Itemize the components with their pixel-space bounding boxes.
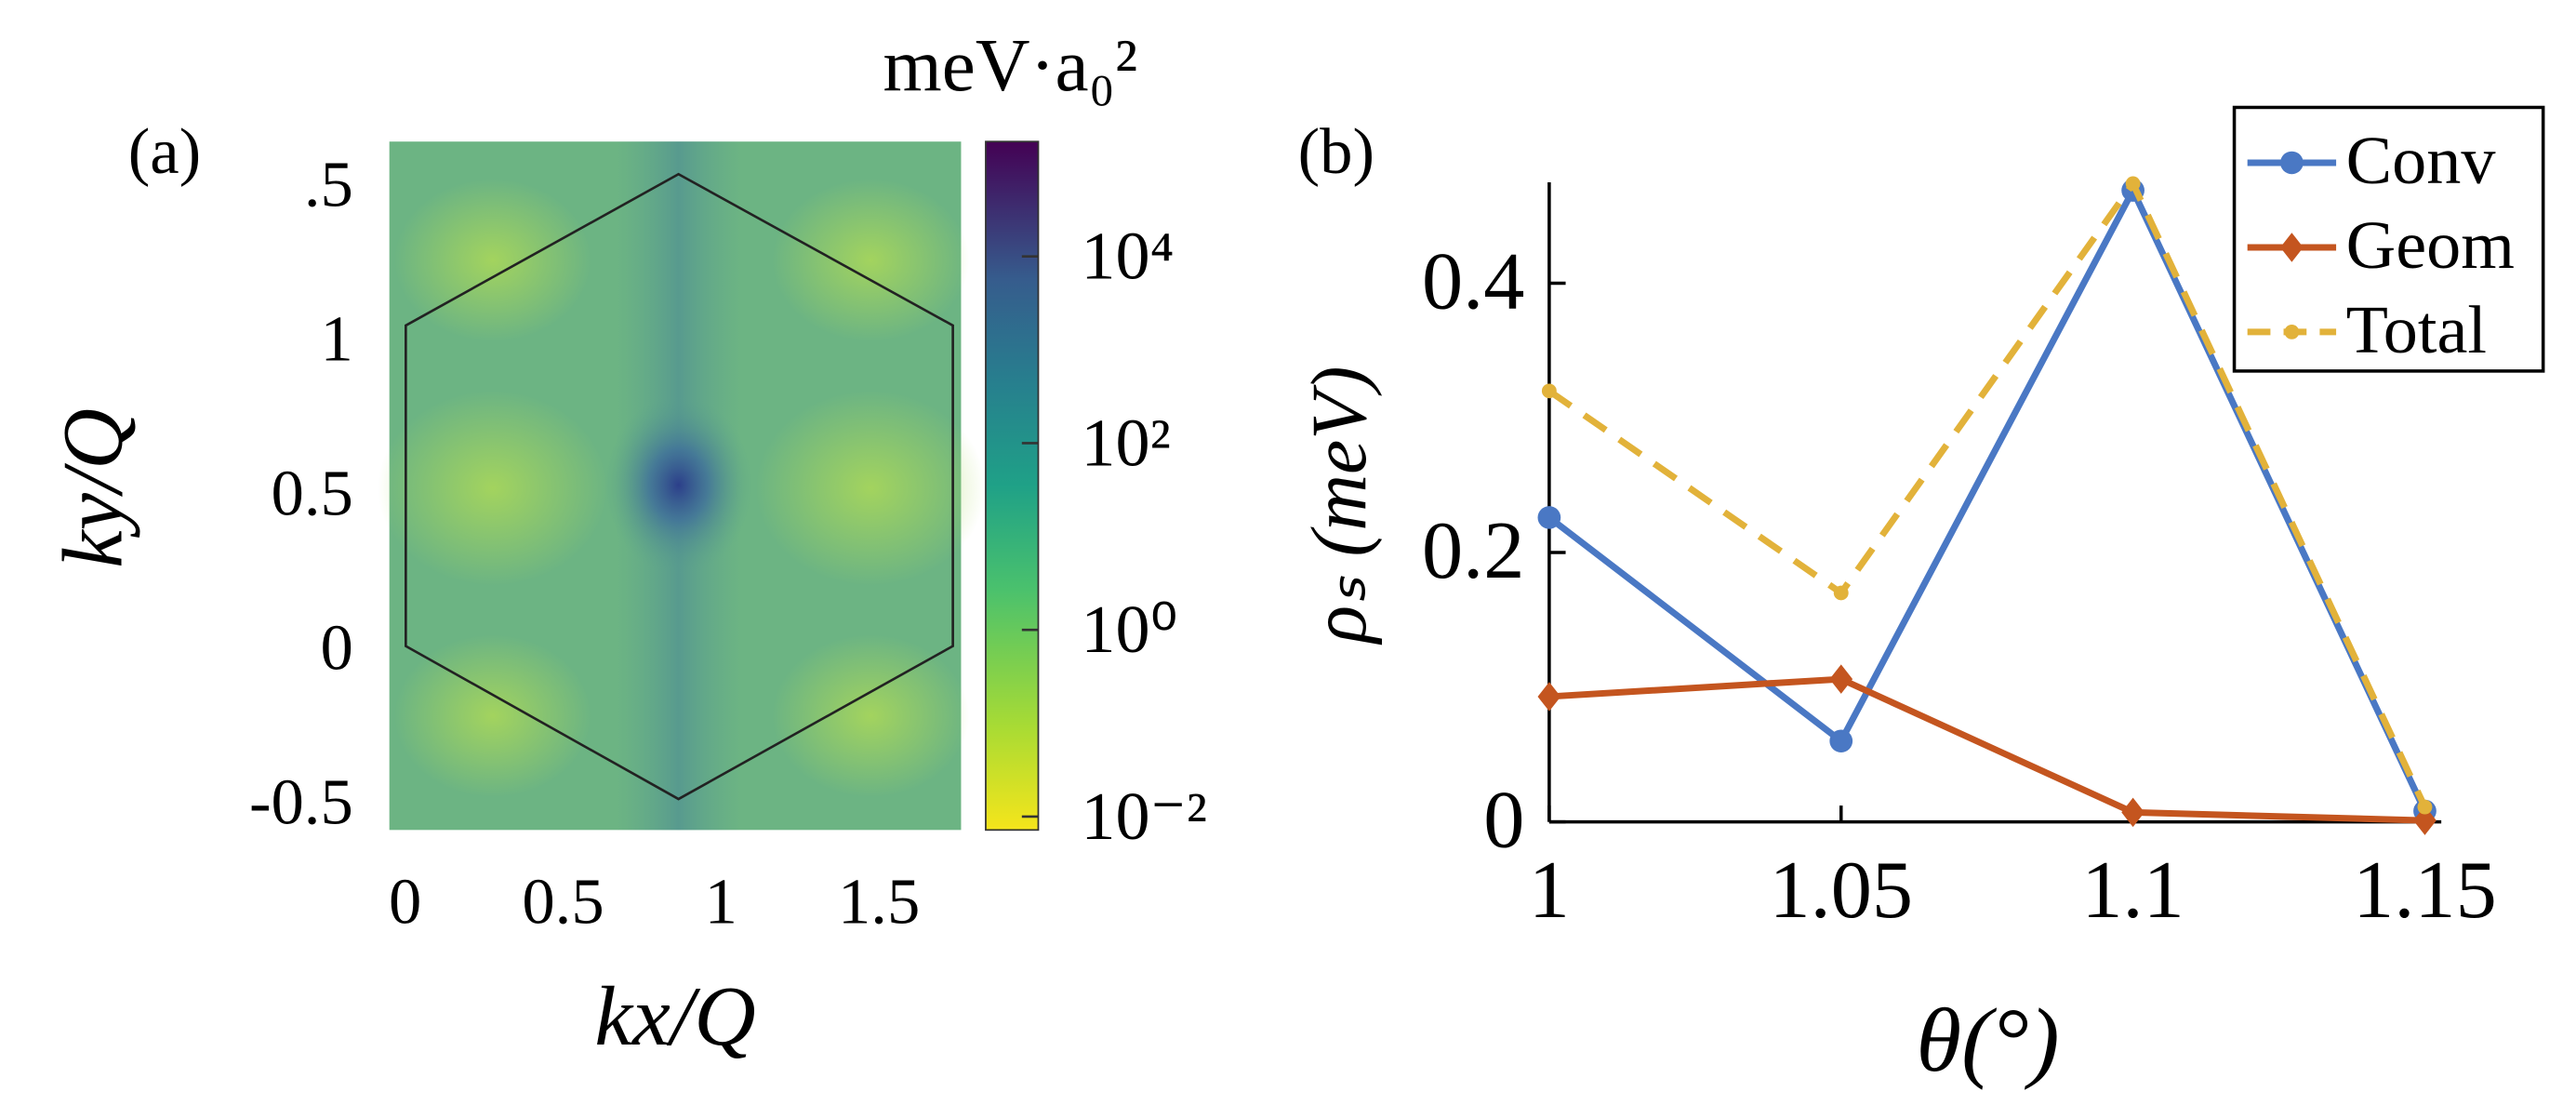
legend-label: Conv (2346, 122, 2496, 198)
colorbar-label: meV·a₀² (883, 25, 1138, 108)
data-point (1829, 729, 1853, 752)
y-axis-label: ky/Q (46, 408, 139, 568)
data-point (1541, 383, 1557, 399)
heatmap-region (604, 395, 753, 575)
x-axis-label: θ(°) (1917, 990, 2060, 1090)
y-tick-label: .5 (304, 149, 353, 221)
panel-label: (a) (128, 115, 201, 188)
y-tick-label: 0 (320, 612, 352, 685)
series (1537, 664, 2437, 835)
y-tick-label: -0.5 (249, 766, 353, 839)
series (1541, 176, 2433, 815)
data-point (2125, 176, 2141, 192)
heatmap (378, 140, 1040, 832)
heatmap-region (755, 390, 986, 586)
x-axis-label: kx/Q (594, 970, 755, 1064)
series-line (1547, 177, 2428, 809)
heatmap-region (378, 390, 608, 586)
x-tick-label: 1.15 (2353, 845, 2497, 936)
y-tick-label: 0.2 (1422, 506, 1524, 596)
data-point (2413, 805, 2437, 835)
legend-label: Total (2346, 291, 2487, 367)
colorbar-tick-label: 10⁴ (1081, 218, 1174, 294)
x-tick-label: 1 (705, 866, 737, 938)
colorbar-tick-label: 10⁰ (1081, 591, 1177, 667)
y-axis-label: ρₛ (meV) (1296, 366, 1383, 646)
data-point (1829, 664, 1853, 694)
legend-box (2232, 105, 2545, 373)
data-point (1537, 682, 1561, 712)
x-tick-label: 0.5 (522, 866, 604, 938)
x-tick-label: 1.5 (838, 866, 920, 938)
x-tick-label: 1.1 (2081, 845, 2184, 936)
y-tick-label: 0.5 (272, 458, 353, 530)
y-tick-label: 0 (1483, 776, 1524, 866)
data-point (2417, 799, 2433, 815)
data-point (1537, 506, 1561, 529)
colorbar-tick-label: 10⁻² (1081, 778, 1207, 854)
legend-marker (2280, 151, 2304, 175)
legend-label: Geom (2346, 206, 2515, 283)
panel-label: (b) (1298, 115, 1374, 188)
x-tick-label: 0 (389, 866, 421, 938)
legend-marker (2280, 233, 2304, 262)
y-tick-label: 1 (320, 303, 352, 376)
brillouin-zone (405, 172, 954, 801)
colorbar (985, 140, 1040, 832)
legend (2232, 105, 2545, 373)
series-line (1548, 675, 2425, 824)
data-point (2121, 797, 2144, 828)
data-point (1833, 585, 1849, 601)
heatmap-region (772, 179, 970, 342)
heatmap-region (393, 179, 591, 342)
y-tick-label: 0.4 (1422, 237, 1524, 327)
x-tick-label: 1.05 (1769, 845, 1913, 936)
legend-marker (2284, 325, 2300, 339)
heatmap-region (772, 634, 970, 798)
heatmap-region (393, 634, 591, 798)
x-tick-label: 1 (1529, 845, 1570, 936)
colorbar-tick-label: 10² (1081, 405, 1170, 481)
